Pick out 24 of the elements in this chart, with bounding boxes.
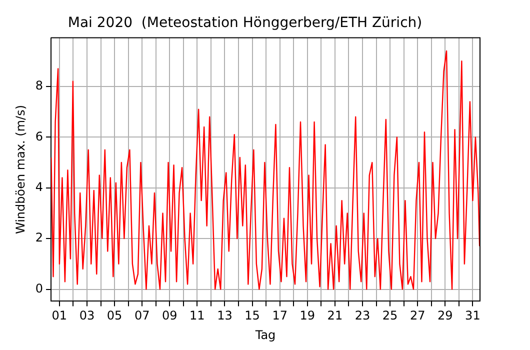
y-tick-label: 6 [35, 129, 44, 144]
x-tick-label: 25 [382, 308, 398, 323]
x-tick-label: 27 [410, 308, 426, 323]
y-tick-label: 8 [35, 78, 44, 93]
y-tick-label: 0 [35, 281, 44, 296]
y-tick-label: 2 [35, 230, 44, 245]
x-tick-label: 11 [190, 308, 205, 323]
x-tick-label: 07 [134, 308, 150, 323]
x-tick-label: 01 [52, 308, 68, 323]
x-tick-label: 13 [217, 308, 232, 323]
x-tick-label: 21 [327, 308, 343, 323]
x-tick-label: 29 [438, 308, 453, 323]
x-tick-label: 15 [244, 308, 260, 323]
x-tick-label: 31 [465, 308, 480, 323]
x-tick-label: 03 [79, 308, 95, 323]
x-tick-label: 23 [354, 308, 370, 323]
y-tick-label: 4 [35, 180, 44, 194]
x-tick-label: 09 [162, 308, 178, 323]
x-axis-title: Tag [254, 328, 276, 342]
y-axis-title: Windböen max. (m/s) [13, 104, 28, 234]
x-tick-label: 19 [300, 308, 316, 323]
x-tick-label: 05 [106, 308, 122, 323]
x-tick-label: 17 [272, 308, 288, 323]
chart-title: Mai 2020 (Meteostation Hönggerberg/ETH Zürich) [68, 15, 422, 32]
